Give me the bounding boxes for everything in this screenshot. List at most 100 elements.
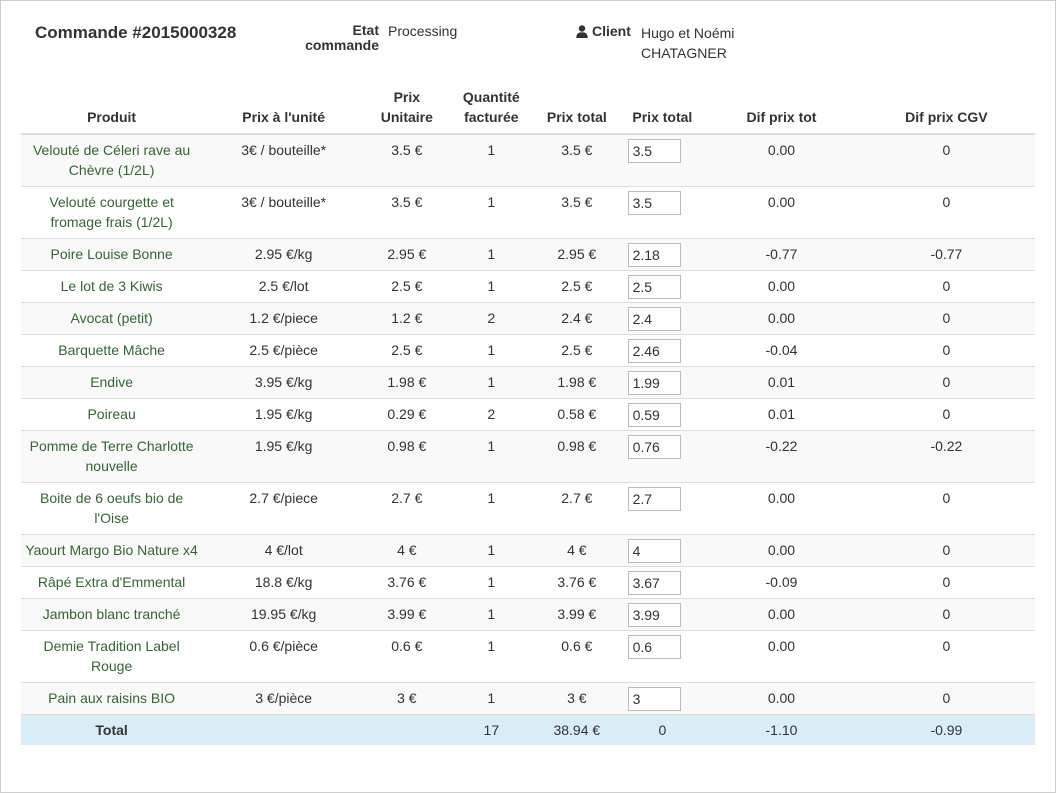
prix-total-cell: 0.6 € [534,630,620,683]
dif-prix-cgv-cell: 0 [857,682,1035,715]
prix-total-cell: 3.76 € [534,566,620,599]
prix-total-cell: 2.5 € [534,334,620,367]
product-link[interactable]: Barquette Mâche [58,342,165,358]
prix-total-input-cell [619,186,706,239]
table-row: Boite de 6 oeufs bio de l'Oise 2.7 €/piec… [21,482,1035,535]
quantity-cell: 1 [448,238,535,271]
product-link[interactable]: Avocat (petit) [70,310,153,326]
quantity-cell: 2 [448,398,535,431]
prix-unitaire-cell: 2.5 € [365,334,449,367]
table-header-row: Produit Prix à l'unité Prix Unitaire Qua… [21,87,1035,135]
prix-total-input[interactable] [627,687,681,711]
dif-prix-cgv-cell: 0 [857,302,1035,335]
header-prix-total: Prix total [534,87,620,135]
client-label-group: Client [576,23,631,39]
dif-prix-tot-cell: 0.00 [705,598,858,631]
product-link[interactable]: Le lot de 3 Kiwis [60,278,163,294]
prix-total-input-cell [619,566,706,599]
total-dif-tot: -1.10 [705,714,858,745]
total-quantity: 17 [448,714,535,745]
prix-total-input[interactable] [627,307,681,331]
dif-prix-cgv-cell: 0 [857,334,1035,367]
prix-total-input[interactable] [627,139,681,163]
prix-total-input[interactable] [627,635,681,659]
product-cell: Le lot de 3 Kiwis [21,270,203,303]
prix-unitaire-cell: 2.7 € [365,482,449,535]
prix-total-input[interactable] [627,339,681,363]
prix-total-input-cell [619,366,706,399]
product-cell: Pain aux raisins BIO [21,682,203,715]
etat-label: Etat commande [305,22,379,53]
product-cell: Avocat (petit) [21,302,203,335]
product-link[interactable]: Yaourt Margo Bio Nature x4 [25,542,198,558]
prix-total-cell: 3.5 € [534,133,620,187]
dif-prix-cgv-cell: 0 [857,186,1035,239]
quantity-cell: 1 [448,334,535,367]
product-cell: Velouté courgette et fromage frais (1/2L… [21,186,203,239]
prix-total-input[interactable] [627,539,681,563]
prix-total-input[interactable] [627,435,681,459]
prix-total-input[interactable] [627,191,681,215]
table-row: Demie Tradition Label Rouge 0.6 €/pièce 0.… [21,630,1035,683]
dif-prix-cgv-cell: 0 [857,534,1035,567]
quantity-cell: 1 [448,534,535,567]
product-link[interactable]: Boite de 6 oeufs bio de l'Oise [39,490,184,526]
prix-total-input-cell [619,430,706,483]
product-link[interactable]: Poireau [87,406,136,422]
dif-prix-cgv-cell: -0.22 [857,430,1035,483]
prix-unitaire-cell: 1.2 € [365,302,449,335]
dif-prix-tot-cell: -0.77 [705,238,858,271]
product-link[interactable]: Râpé Extra d'Emmental [37,574,186,590]
dif-prix-tot-cell: 0.00 [705,482,858,535]
unit-price-cell: 1.95 €/kg [202,398,366,431]
product-link[interactable]: Pomme de Terre Charlotte nouvelle [29,438,194,474]
unit-price-cell: 19.95 €/kg [202,598,366,631]
product-cell: Râpé Extra d'Emmental [21,566,203,599]
product-cell: Poireau [21,398,203,431]
product-link[interactable]: Demie Tradition Label Rouge [43,638,180,674]
prix-total-input-cell [619,270,706,303]
dif-prix-tot-cell: -0.09 [705,566,858,599]
prix-total-input[interactable] [627,603,681,627]
prix-total-input[interactable] [627,371,681,395]
unit-price-cell: 3.95 €/kg [202,366,366,399]
quantity-cell: 1 [448,366,535,399]
product-link[interactable]: Jambon blanc tranché [42,606,181,622]
dif-prix-cgv-cell: -0.77 [857,238,1035,271]
product-cell: Jambon blanc tranché [21,598,203,631]
quantity-cell: 1 [448,630,535,683]
prix-total-input[interactable] [627,275,681,299]
prix-unitaire-cell: 3 € [365,682,449,715]
prix-total-cell: 2.95 € [534,238,620,271]
prix-total-input[interactable] [627,571,681,595]
prix-total-cell: 0.98 € [534,430,620,483]
prix-total-cell: 2.5 € [534,270,620,303]
product-link[interactable]: Velouté de Céleri rave au Chèvre (1/2L) [32,142,191,178]
total-input-total: 0 [619,714,706,745]
prix-total-input[interactable] [627,243,681,267]
header-quantite: Quantité facturée [448,87,535,135]
quantity-cell: 1 [448,598,535,631]
product-link[interactable]: Endive [90,374,133,390]
product-link[interactable]: Pain aux raisins BIO [48,690,176,706]
quantity-cell: 2 [448,302,535,335]
prix-total-input-cell [619,630,706,683]
prix-unitaire-cell: 2.5 € [365,270,449,303]
product-link[interactable]: Velouté courgette et fromage frais (1/2L… [49,194,174,230]
etat-value: Processing [388,23,458,39]
quantity-cell: 1 [448,133,535,187]
order-table: Produit Prix à l'unité Prix Unitaire Qua… [21,87,1035,745]
header-prix-total-input: Prix total [619,87,706,135]
prix-total-input[interactable] [627,403,681,427]
unit-price-cell: 2.7 €/piece [202,482,366,535]
product-link[interactable]: Poire Louise Bonne [50,246,173,262]
prix-total-input[interactable] [627,487,681,511]
total-prix-total: 38.94 € [534,714,620,745]
client-label: Client [592,23,631,39]
table-row: Velouté de Céleri rave au Chèvre (1/2L) 3… [21,133,1035,187]
unit-price-cell: 18.8 €/kg [202,566,366,599]
quantity-cell: 1 [448,186,535,239]
